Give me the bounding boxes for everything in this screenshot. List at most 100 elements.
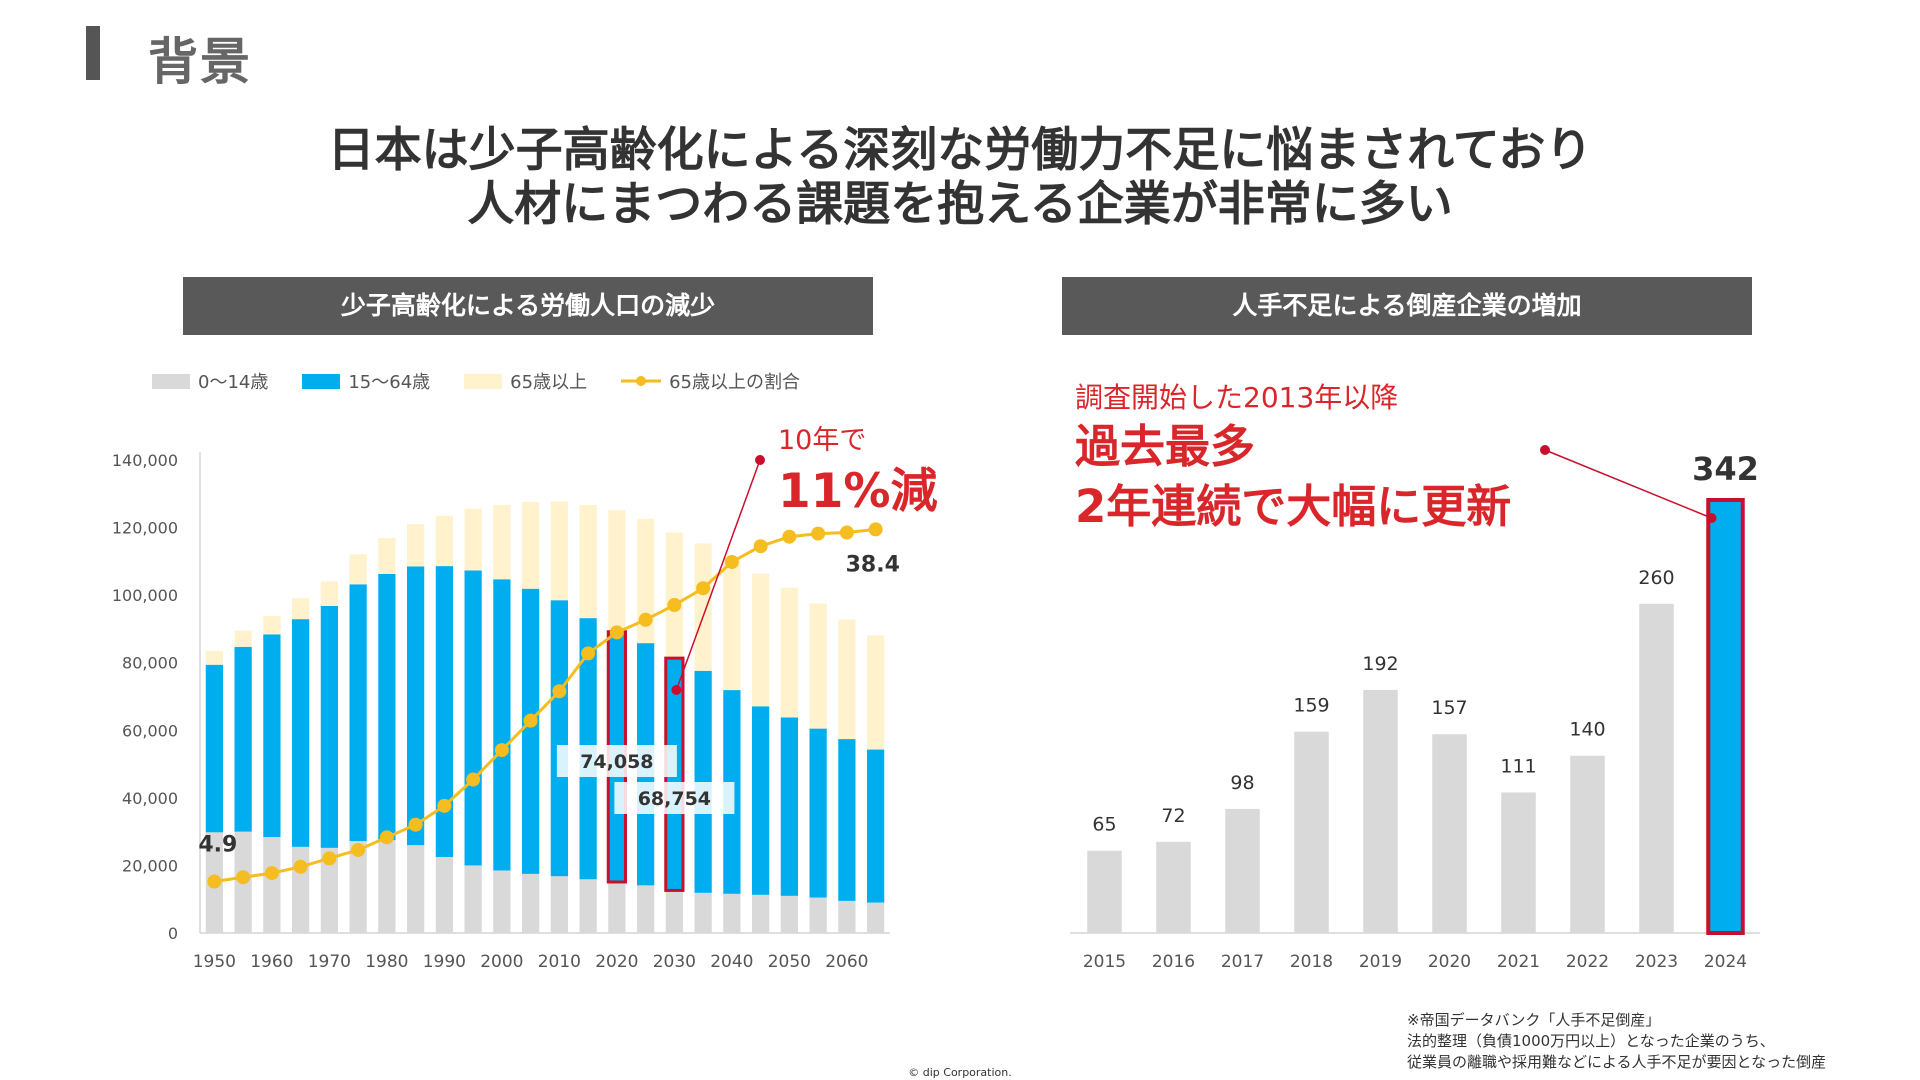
- annotation-pointer-line: [675, 459, 761, 691]
- bar-0-14-1995: [464, 865, 482, 933]
- bankruptcy-chart: 65 2015 72 2016 98 2017 159 2018 192 2019 157 2020 1…: [1070, 445, 1760, 972]
- right-note-small: 調査開始した2013年以降: [1075, 381, 1399, 414]
- x-tick-label: 2040: [710, 952, 753, 972]
- bar-65-plus-1950: [205, 650, 223, 665]
- bar-0-14-2015: [579, 879, 597, 933]
- ratio-start-label: 4.9: [198, 832, 237, 857]
- bar-15-64-1985: [407, 566, 425, 846]
- bar-2018: [1294, 731, 1329, 933]
- bar-15-64-2050: [780, 717, 798, 896]
- x-tick-label: 2017: [1221, 952, 1264, 972]
- ratio-point-1950: [207, 874, 222, 889]
- bar-2021: [1501, 792, 1536, 933]
- x-tick-label: 2060: [825, 952, 868, 972]
- ratio-point-1985: [408, 817, 423, 832]
- left-chart-legend: 0～14歳 15～64歳 65歳以上 65歳以上の割合: [152, 368, 800, 394]
- y-tick-label: 120,000: [112, 519, 178, 538]
- x-tick-label: 2022: [1566, 952, 1609, 972]
- bar-0-14-1965: [292, 846, 310, 933]
- bar-15-64-2055: [809, 728, 827, 898]
- ratio-point-2035: [696, 581, 711, 596]
- bar-65-plus-1995: [464, 508, 482, 571]
- y-tick-label: 140,000: [112, 451, 178, 470]
- x-tick-label: 2023: [1635, 952, 1678, 972]
- ratio-point-2055: [811, 526, 826, 541]
- legend-item-15-64: 15～64歳: [302, 368, 430, 394]
- population-chart: 0 20,000 40,000 60,000 80,000 100,000 120,000 1…: [112, 451, 900, 972]
- bar-0-14-1980: [378, 840, 396, 933]
- bar-15-64-2010: [550, 600, 568, 877]
- bar-65-plus-2045: [752, 573, 770, 707]
- ratio-point-1995: [466, 772, 481, 787]
- annotation-pointer-end: [755, 455, 765, 465]
- bar-65-plus-1975: [349, 554, 367, 585]
- bar-0-14-2035: [694, 892, 712, 933]
- bar-0-14-2060: [838, 900, 856, 933]
- right-pointer-end: [1540, 445, 1550, 455]
- ratio-point-2010: [552, 684, 567, 699]
- legend-label: 0～14歳: [198, 372, 269, 393]
- bar-value-2021: 111: [1500, 755, 1536, 777]
- x-tick-label: 2016: [1152, 952, 1195, 972]
- bar-value-2023: 260: [1638, 567, 1674, 589]
- bar-65-plus-1970: [320, 581, 338, 606]
- bar-2017: [1225, 808, 1260, 933]
- legend-item-ratio: 65歳以上の割合: [621, 368, 800, 394]
- bar-value-2022: 140: [1569, 719, 1605, 741]
- annotation-pointer-start: [671, 685, 682, 695]
- ratio-point-2015: [581, 646, 596, 661]
- bar-65-plus-1960: [263, 616, 281, 635]
- bar-15-64-1950: [205, 664, 223, 833]
- bar-65-plus-2035: [694, 543, 712, 671]
- right-pointer-line: [1544, 449, 1712, 519]
- ratio-point-1975: [351, 842, 366, 857]
- y-tick-label: 60,000: [122, 721, 178, 740]
- bar-65-plus-1965: [292, 598, 310, 620]
- callout-2020-value: 74,058: [580, 751, 653, 773]
- bar-15-64-1990: [435, 566, 453, 857]
- bar-65-plus-1985: [407, 524, 425, 567]
- bar-value-2017: 98: [1230, 772, 1254, 794]
- bar-15-64-1955: [234, 646, 252, 832]
- legend-swatch-blue: [302, 373, 341, 389]
- bar-2015: [1087, 850, 1122, 933]
- bar-65-plus-2030: [665, 532, 683, 659]
- bar-2023: [1639, 603, 1674, 933]
- bar-0-14-2050: [780, 895, 798, 933]
- x-tick-label: 2050: [768, 952, 811, 972]
- footnote-line-2: 法的整理（負債1000万円以上）となった企業のうち、: [1407, 1032, 1775, 1050]
- ratio-point-1970: [322, 851, 337, 866]
- ratio-point-1965: [293, 859, 308, 874]
- headline-line-2: 人材にまつわる課題を抱える企業が非常に多い: [467, 177, 1453, 232]
- y-tick-label: 40,000: [122, 789, 178, 808]
- x-tick-label: 1970: [308, 952, 351, 972]
- bar-65-plus-2000: [493, 504, 511, 580]
- ratio-point-1960: [264, 866, 279, 881]
- ratio-line: [214, 527, 876, 883]
- bar-15-64-2005: [522, 588, 540, 874]
- bar-15-64-2060: [838, 739, 856, 901]
- x-tick-label: 1980: [365, 952, 408, 972]
- footnote-line-1: ※帝国データバンク「人手不足倒産」: [1407, 1011, 1661, 1029]
- copyright: © dip Corporation.: [908, 1066, 1012, 1079]
- bar-2016: [1156, 841, 1191, 933]
- ratio-end-label: 38.4: [846, 552, 900, 577]
- bar-65-plus-2065: [867, 635, 885, 750]
- legend-swatch-cream: [464, 373, 503, 389]
- bar-0-14-2065: [867, 902, 885, 933]
- bar-2019: [1363, 689, 1398, 933]
- bar-65-plus-1980: [378, 538, 396, 574]
- ratio-point-2000: [494, 743, 509, 758]
- bar-65-plus-2040: [723, 557, 741, 691]
- bar-15-64-2065: [867, 749, 885, 903]
- right-note-big-1: 過去最多: [1075, 420, 1256, 473]
- bar-0-14-2025: [637, 885, 655, 933]
- footnote: ※帝国データバンク「人手不足倒産」 法的整理（負債1000万円以上）となった企業…: [1407, 1010, 1826, 1073]
- bar-0-14-2005: [522, 873, 540, 933]
- x-tick-label: 2018: [1290, 952, 1333, 972]
- bar-0-14-1985: [407, 845, 425, 933]
- ratio-point-2060: [839, 525, 854, 540]
- right-pointer-start: [1706, 513, 1717, 523]
- footnote-line-3: 従業員の離職や採用難などによる人手不足が要因となった倒産: [1407, 1053, 1827, 1071]
- bar-0-14-2040: [723, 893, 741, 933]
